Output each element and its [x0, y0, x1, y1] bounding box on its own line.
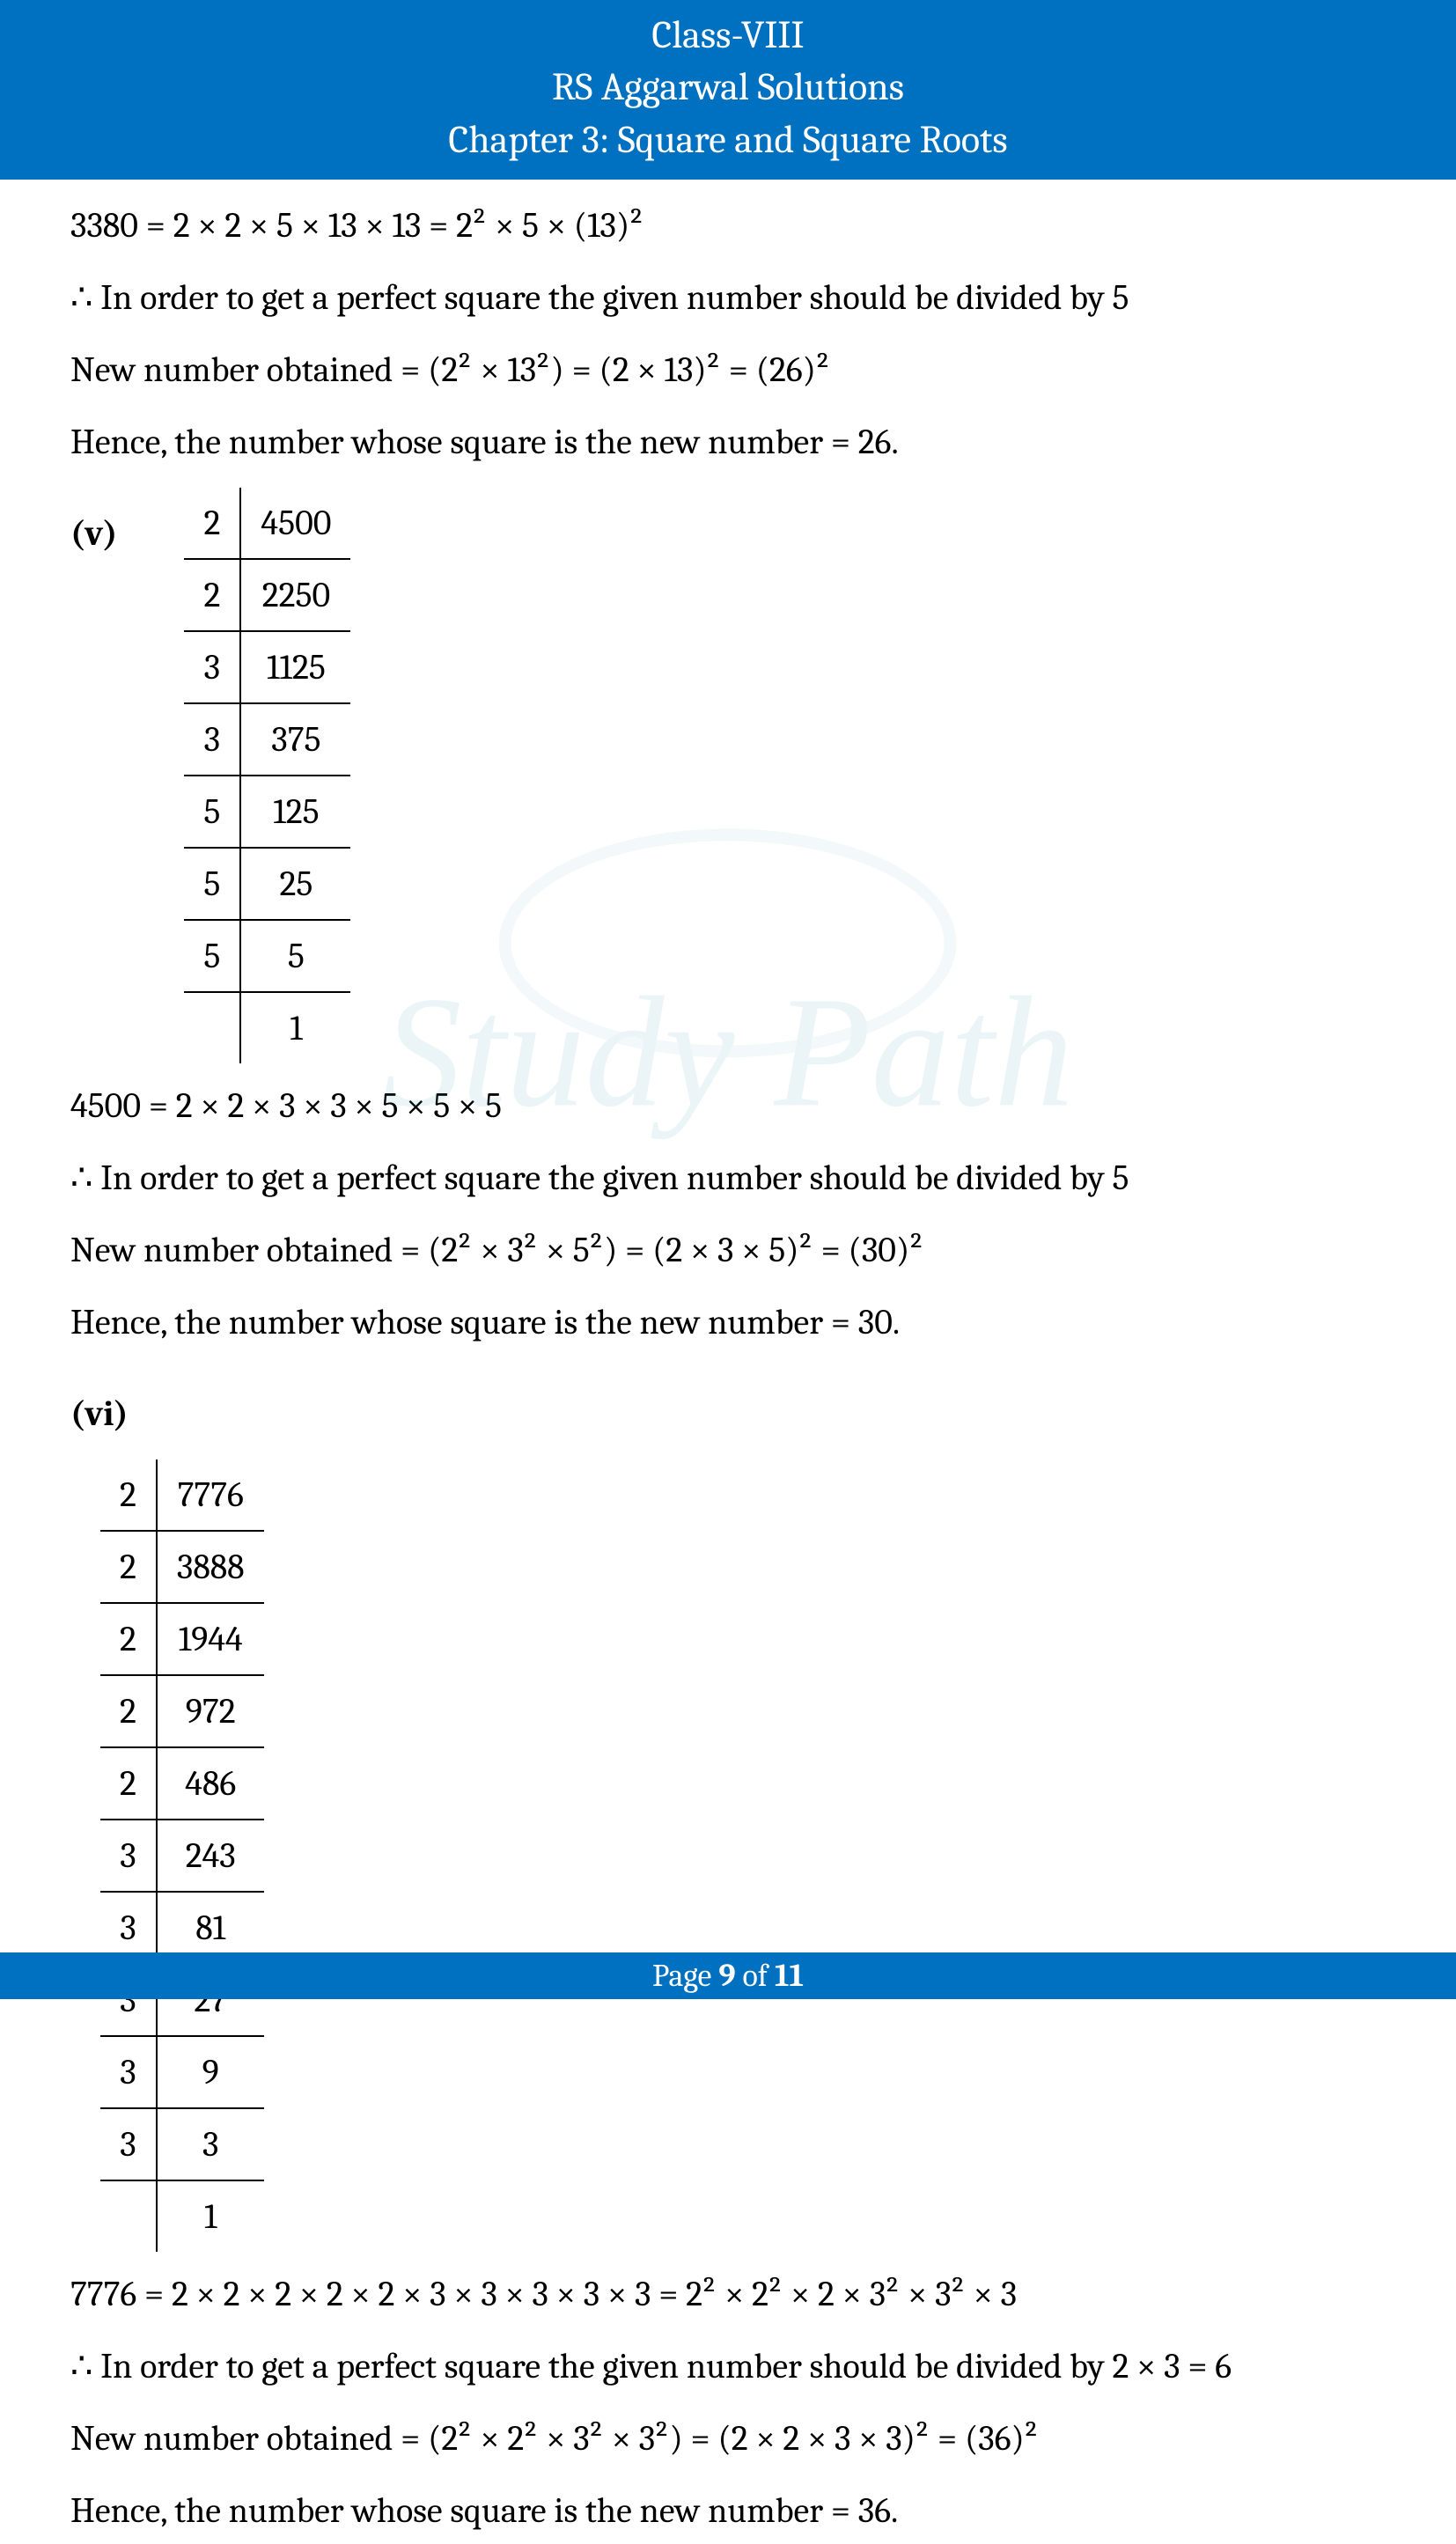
table-cell: 5 — [184, 848, 240, 920]
footer-total: 11 — [775, 1958, 804, 1994]
table-cell: 2 — [184, 559, 240, 631]
table-cell: 9 — [157, 2036, 264, 2108]
table-cell: 3 — [184, 631, 240, 703]
table-cell — [184, 992, 240, 1063]
table-cell — [100, 2180, 157, 2252]
footer-prefix: Page — [652, 1958, 718, 1994]
text-hence-26: Hence, the number whose square is the ne… — [70, 408, 1386, 475]
header-book: RS Aggarwal Solutions — [0, 61, 1456, 113]
page-footer: Page 9 of 11 — [0, 1952, 1456, 1999]
table-cell: 3 — [184, 703, 240, 776]
table-cell: 3888 — [157, 1531, 264, 1603]
text-divide-by-5b: ∴ In order to get a perfect square the g… — [70, 1144, 1386, 1211]
table-cell: 5 — [240, 920, 350, 992]
text-hence-30: Hence, the number whose square is the ne… — [70, 1289, 1386, 1356]
table-cell: 5 — [184, 920, 240, 992]
page-content: 3380 = 2 × 2 × 5 × 13 × 13 = 2² × 5 × (1… — [0, 180, 1456, 2544]
table-cell: 3 — [157, 2108, 264, 2180]
text-divide-by-6: ∴ In order to get a perfect square the g… — [70, 2333, 1386, 2400]
table-cell: 2 — [100, 1675, 157, 1747]
equation-new-36: New number obtained = (2² × 2² × 3² × 3²… — [70, 2405, 1386, 2472]
table-cell: 3 — [100, 2108, 157, 2180]
table-cell: 4500 — [240, 488, 350, 559]
header-class: Class-VIII — [0, 9, 1456, 61]
equation-4500: 4500 = 2 × 2 × 3 × 3 × 5 × 5 × 5 — [70, 1072, 1386, 1139]
table-cell: 1125 — [240, 631, 350, 703]
table-cell: 7776 — [157, 1459, 264, 1531]
factorization-table-vi: 27776 23888 21944 2972 2486 3243 381 327… — [100, 1459, 264, 2252]
table-cell: 2 — [100, 1747, 157, 1820]
table-cell: 25 — [240, 848, 350, 920]
table-cell: 125 — [240, 776, 350, 848]
table-cell: 3 — [100, 2036, 157, 2108]
factorization-table-v: 24500 22250 31125 3375 5125 525 55 1 — [184, 488, 350, 1063]
table-cell: 2 — [100, 1531, 157, 1603]
table-cell: 2 — [100, 1459, 157, 1531]
equation-3380: 3380 = 2 × 2 × 5 × 13 × 13 = 2² × 5 × (1… — [70, 192, 1386, 259]
table-cell: 972 — [157, 1675, 264, 1747]
equation-new-30: New number obtained = (2² × 3² × 5²) = (… — [70, 1217, 1386, 1283]
table-cell: 243 — [157, 1820, 264, 1892]
table-cell: 5 — [184, 776, 240, 848]
table-cell: 3 — [100, 1820, 157, 1892]
table-cell: 2250 — [240, 559, 350, 631]
table-cell: 486 — [157, 1747, 264, 1820]
equation-new-26: New number obtained = (2² × 13²) = (2 × … — [70, 336, 1386, 403]
table-cell: 2 — [100, 1603, 157, 1675]
table-cell: 375 — [240, 703, 350, 776]
page-header: Class-VIII RS Aggarwal Solutions Chapter… — [0, 0, 1456, 180]
table-cell: 2 — [184, 488, 240, 559]
table-cell: 1 — [240, 992, 350, 1063]
table-cell: 1944 — [157, 1603, 264, 1675]
equation-7776: 7776 = 2 × 2 × 2 × 2 × 2 × 3 × 3 × 3 × 3… — [70, 2261, 1386, 2327]
part-vi-label: (vi) — [70, 1380, 129, 1447]
header-chapter: Chapter 3: Square and Square Roots — [0, 114, 1456, 165]
part-v-label: (v) — [70, 500, 117, 567]
footer-page-num: 9 — [718, 1958, 735, 1994]
footer-of: of — [736, 1958, 775, 1994]
text-divide-by-5a: ∴ In order to get a perfect square the g… — [70, 264, 1386, 331]
text-hence-36: Hence, the number whose square is the ne… — [70, 2477, 1386, 2544]
table-cell: 1 — [157, 2180, 264, 2252]
